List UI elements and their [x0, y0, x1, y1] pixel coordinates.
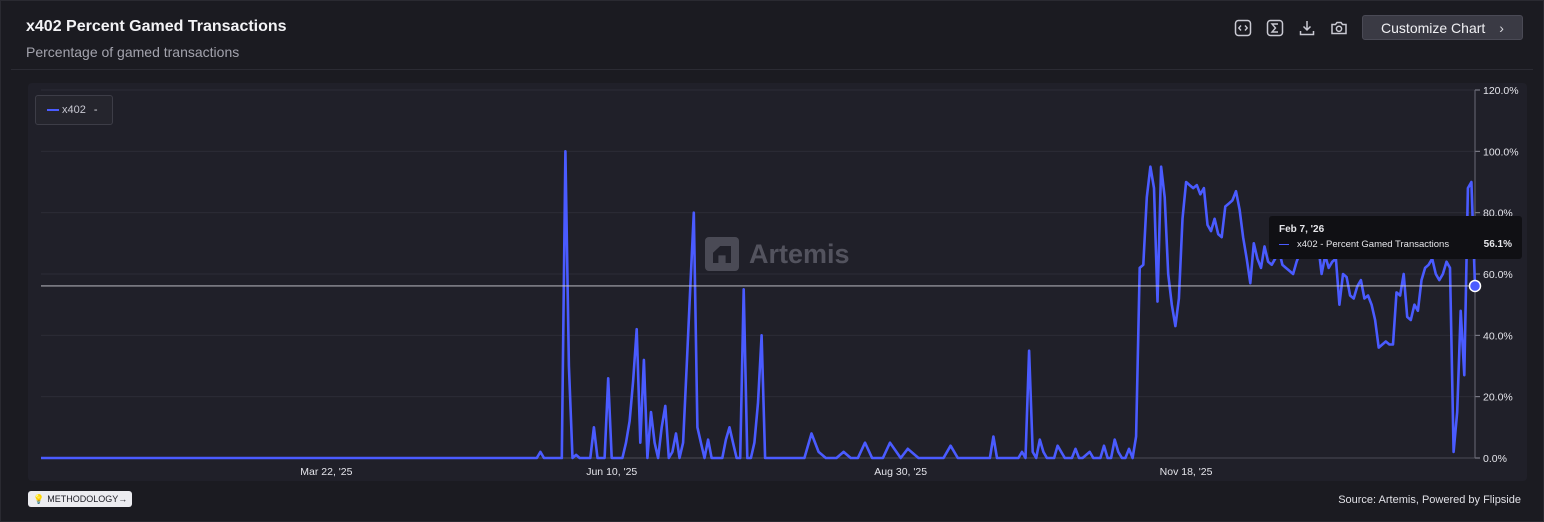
y-tick-label: 20.0% [1483, 392, 1513, 404]
x-tick-label: Jun 10, '25 [586, 466, 637, 478]
tooltip-swatch [1279, 244, 1289, 245]
legend-toggle: - [93, 104, 98, 116]
hover-point [1468, 279, 1482, 293]
methodology-label: METHODOLOGY [47, 494, 119, 504]
tooltip-value: 56.1% [1483, 239, 1512, 250]
methodology-button[interactable]: 💡 METHODOLOGY → [28, 491, 133, 507]
customize-chart-button[interactable]: Customize Chart › [1362, 15, 1523, 40]
chart-title: x402 Percent Gamed Transactions [26, 18, 287, 35]
y-tick-label: 100.0% [1483, 146, 1519, 158]
embed-code-icon[interactable] [1232, 17, 1254, 39]
camera-icon[interactable] [1328, 17, 1350, 39]
hover-tooltip: Feb 7, '26 x402 - Percent Gamed Transact… [1269, 216, 1522, 259]
watermark: Artemis [705, 237, 850, 271]
tooltip-date: Feb 7, '26 [1279, 224, 1325, 235]
lightbulb-icon: 💡 [33, 493, 45, 504]
chart-subtitle: Percentage of gamed transactions [26, 44, 240, 60]
x-tick-label: Aug 30, '25 [874, 466, 927, 478]
sigma-icon[interactable] [1264, 17, 1286, 39]
source-credit: Source: Artemis, Powered by Flipside [1338, 494, 1521, 506]
y-tick-label: 120.0% [1483, 85, 1519, 97]
watermark-text: Artemis [749, 238, 850, 269]
x-tick-label: Nov 18, '25 [1160, 466, 1213, 478]
y-tick-label: 0.0% [1483, 453, 1507, 465]
tooltip-series-name: x402 - Percent Gamed Transactions [1297, 239, 1450, 250]
x-tick-label: Mar 22, '25 [300, 466, 352, 478]
y-tick-label: 60.0% [1483, 269, 1513, 281]
plot-area[interactable] [28, 83, 1527, 481]
arrow-right-icon: → [118, 494, 128, 504]
series-line-x402 [41, 150, 1477, 460]
customize-chart-label: Customize Chart [1381, 19, 1486, 36]
header-divider [11, 69, 1533, 70]
legend-label: x402 [62, 104, 86, 116]
legend-item-x402[interactable]: x402 - [35, 95, 113, 125]
artemis-logo-icon [705, 237, 739, 271]
y-tick-label: 40.0% [1483, 330, 1513, 342]
legend-swatch [47, 109, 59, 111]
chart-toolbar: Customize Chart › [1232, 15, 1523, 40]
tooltip-row: x402 - Percent Gamed Transactions 56.1% [1279, 239, 1512, 250]
chevron-right-icon: › [1499, 19, 1504, 36]
download-icon[interactable] [1296, 17, 1318, 39]
